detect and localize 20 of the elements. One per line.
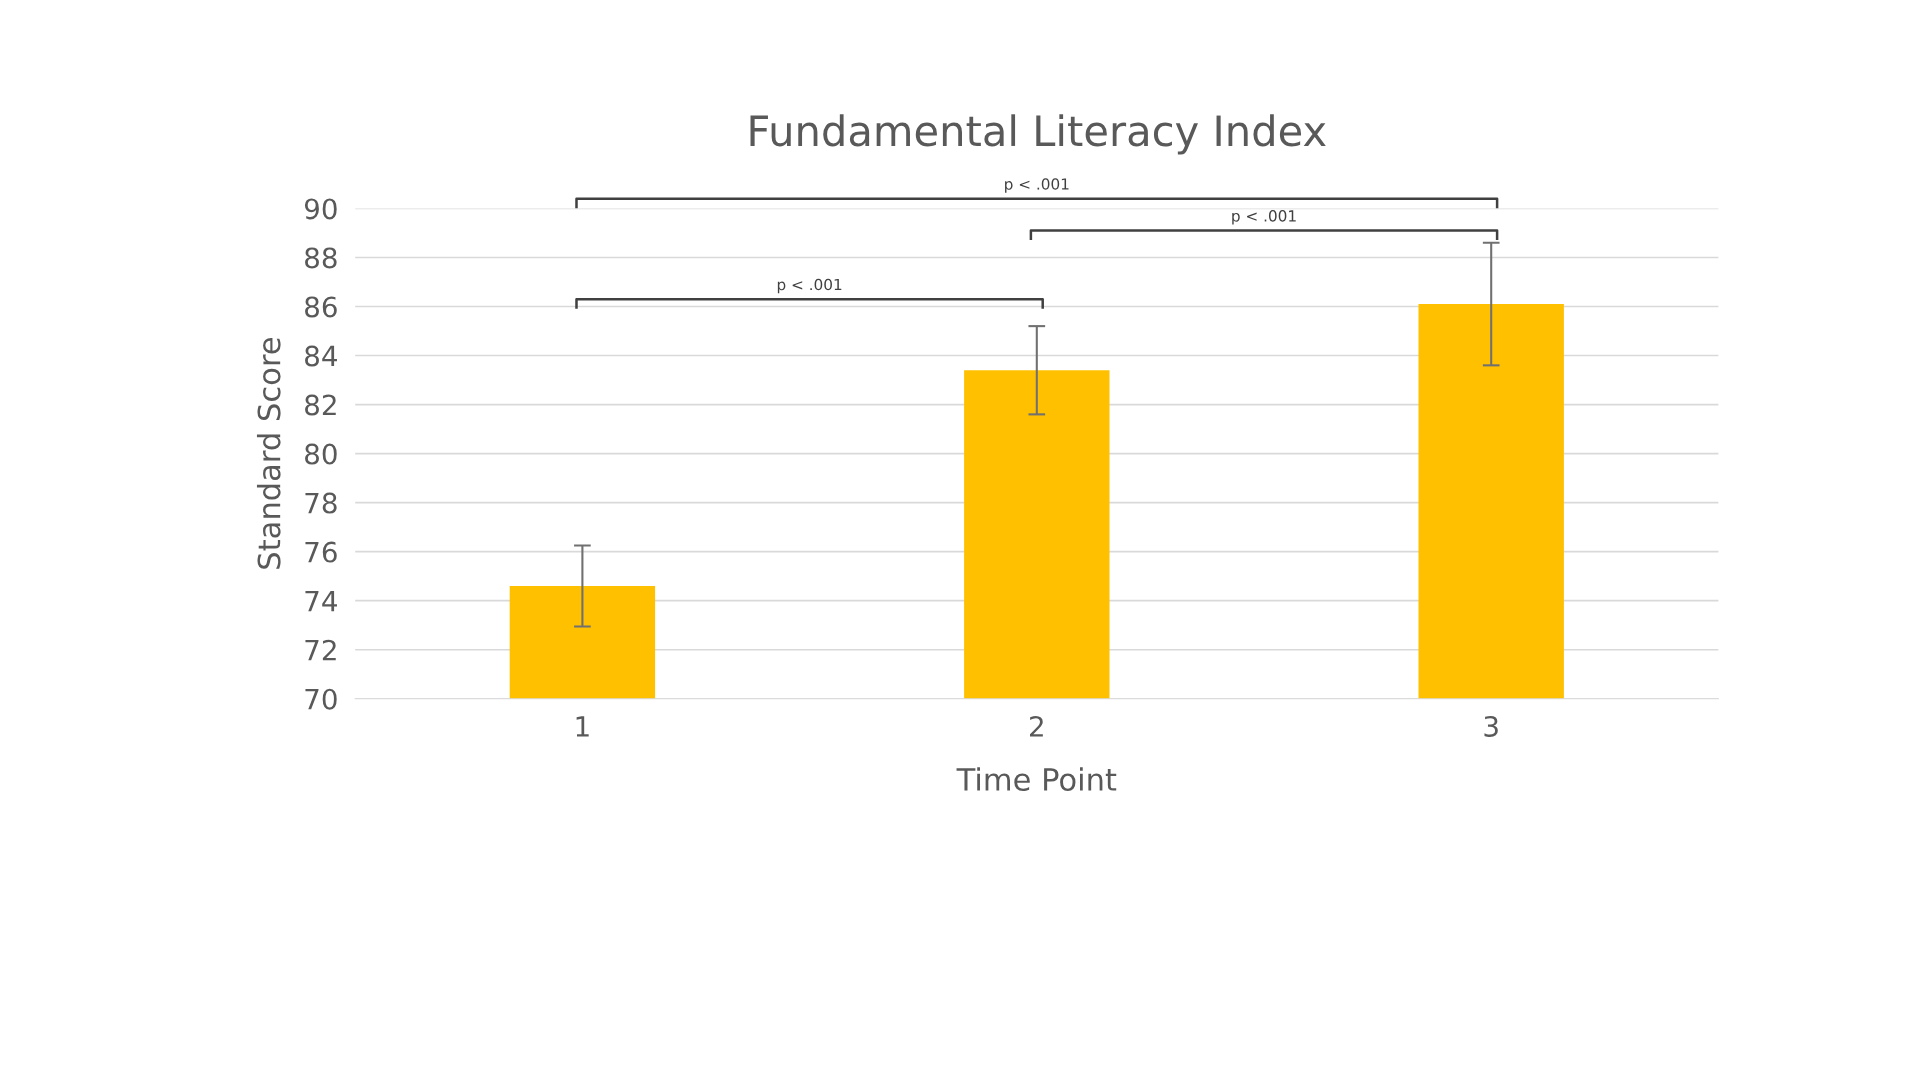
y-tick-label: 82 — [305, 394, 336, 416]
y-tick-label: 70 — [305, 688, 337, 710]
x-tick-label: 1 — [576, 716, 589, 737]
y-axis-title: Standard Score — [256, 338, 281, 569]
chart-title: Fundamental Literacy Index — [750, 114, 1326, 155]
annotation: p < .001 — [777, 278, 842, 294]
y-tick-label: 74 — [305, 591, 337, 612]
text: p < .001 — [1005, 178, 1069, 193]
y-tick-label: 86 — [305, 296, 337, 318]
y-tick-label: 72 — [305, 639, 336, 661]
annotation: p < .001 — [1232, 210, 1296, 225]
y-tick-label: 90 — [304, 198, 337, 220]
x-tick-label: 2 — [1030, 715, 1043, 737]
y-tick-label: 84 — [305, 345, 337, 367]
x-axis-title: Time Point — [956, 767, 1117, 791]
y-tick-label: 88 — [305, 247, 337, 269]
y-tick-label: 80 — [305, 443, 337, 465]
x-tick-label: 3 — [1484, 715, 1498, 737]
y-tick-label: 76 — [305, 541, 337, 563]
y-tick-label: 78 — [305, 492, 337, 514]
